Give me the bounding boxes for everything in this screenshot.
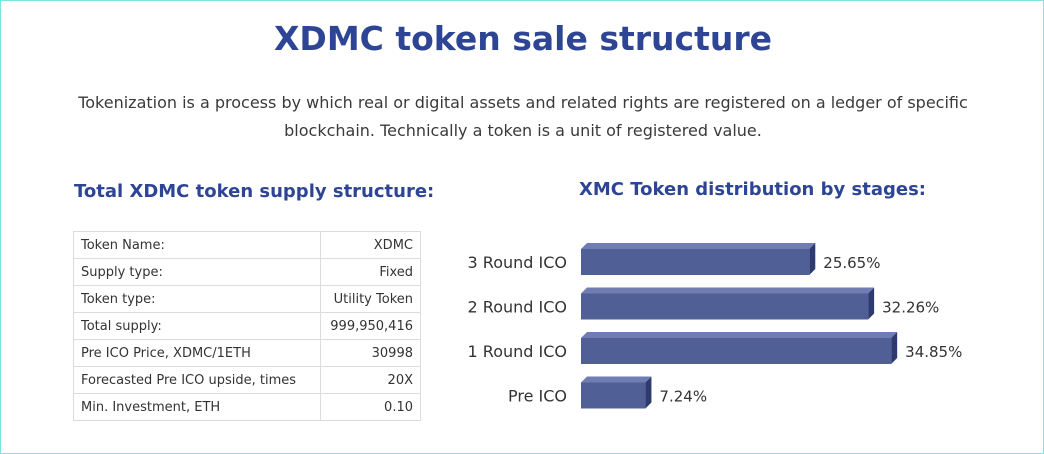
- row-key: Total supply:: [73, 312, 321, 340]
- bar: [581, 249, 810, 275]
- supply-section-title: Total XDMC token supply structure:: [74, 181, 435, 202]
- bar-top-face: [581, 287, 875, 294]
- table-row: Pre ICO Price, XDMC/1ETH 30998: [73, 339, 421, 367]
- row-key: Min. Investment, ETH: [73, 393, 321, 421]
- value-label: 32.26%: [882, 299, 939, 317]
- category-label: 1 Round ICO: [468, 342, 567, 361]
- row-key: Token type:: [73, 285, 321, 313]
- row-key: Token Name:: [73, 231, 321, 259]
- bar-side-face: [645, 376, 652, 409]
- row-key: Supply type:: [73, 258, 321, 286]
- table-row: Total supply: 999,950,416: [73, 312, 421, 340]
- table-row: Forecasted Pre ICO upside, times 20X: [73, 366, 421, 394]
- bar-group: [581, 332, 898, 364]
- supply-table: Token Name: XDMC Supply type: Fixed Toke…: [73, 231, 421, 421]
- category-label: Pre ICO: [508, 387, 567, 406]
- bar-group: [581, 376, 652, 409]
- row-value: 0.10: [320, 393, 421, 421]
- bar: [581, 338, 892, 364]
- bar: [581, 293, 869, 320]
- bar-top-face: [581, 332, 898, 338]
- row-key: Pre ICO Price, XDMC/1ETH: [73, 339, 321, 367]
- category-label: 2 Round ICO: [468, 298, 567, 317]
- chart-title: XMC Token distribution by stages:: [579, 179, 926, 200]
- bar-side-face: [868, 287, 875, 320]
- row-value: 20X: [320, 366, 421, 394]
- value-label: 25.65%: [823, 254, 880, 272]
- bar-group: [581, 243, 816, 275]
- row-key: Forecasted Pre ICO upside, times: [73, 366, 321, 394]
- bar-top-face: [581, 243, 816, 249]
- row-value: 30998: [320, 339, 421, 367]
- value-label: 34.85%: [905, 343, 962, 361]
- value-label: 7.24%: [659, 388, 707, 406]
- bar: [581, 382, 646, 409]
- row-value: XDMC: [320, 231, 421, 259]
- table-row: Token type: Utility Token: [73, 285, 421, 313]
- table-row: Min. Investment, ETH 0.10: [73, 393, 421, 421]
- intro-text: Tokenization is a process by which real …: [78, 93, 968, 140]
- page-title: XDMC token sale structure: [273, 19, 772, 58]
- category-label: 3 Round ICO: [468, 253, 567, 272]
- row-value: 999,950,416: [320, 312, 421, 340]
- table-row: Token Name: XDMC: [73, 231, 421, 259]
- row-value: Utility Token: [320, 285, 421, 313]
- bar-side-face: [891, 332, 898, 364]
- row-value: Fixed: [320, 258, 421, 286]
- bar-side-face: [809, 243, 816, 275]
- bar-top-face: [581, 376, 652, 383]
- table-row: Supply type: Fixed: [73, 258, 421, 286]
- distribution-chart: 3 Round ICO 25.65% 2 Round ICO 32.26% 1 Roun…: [468, 243, 962, 409]
- bar-group: [581, 287, 875, 320]
